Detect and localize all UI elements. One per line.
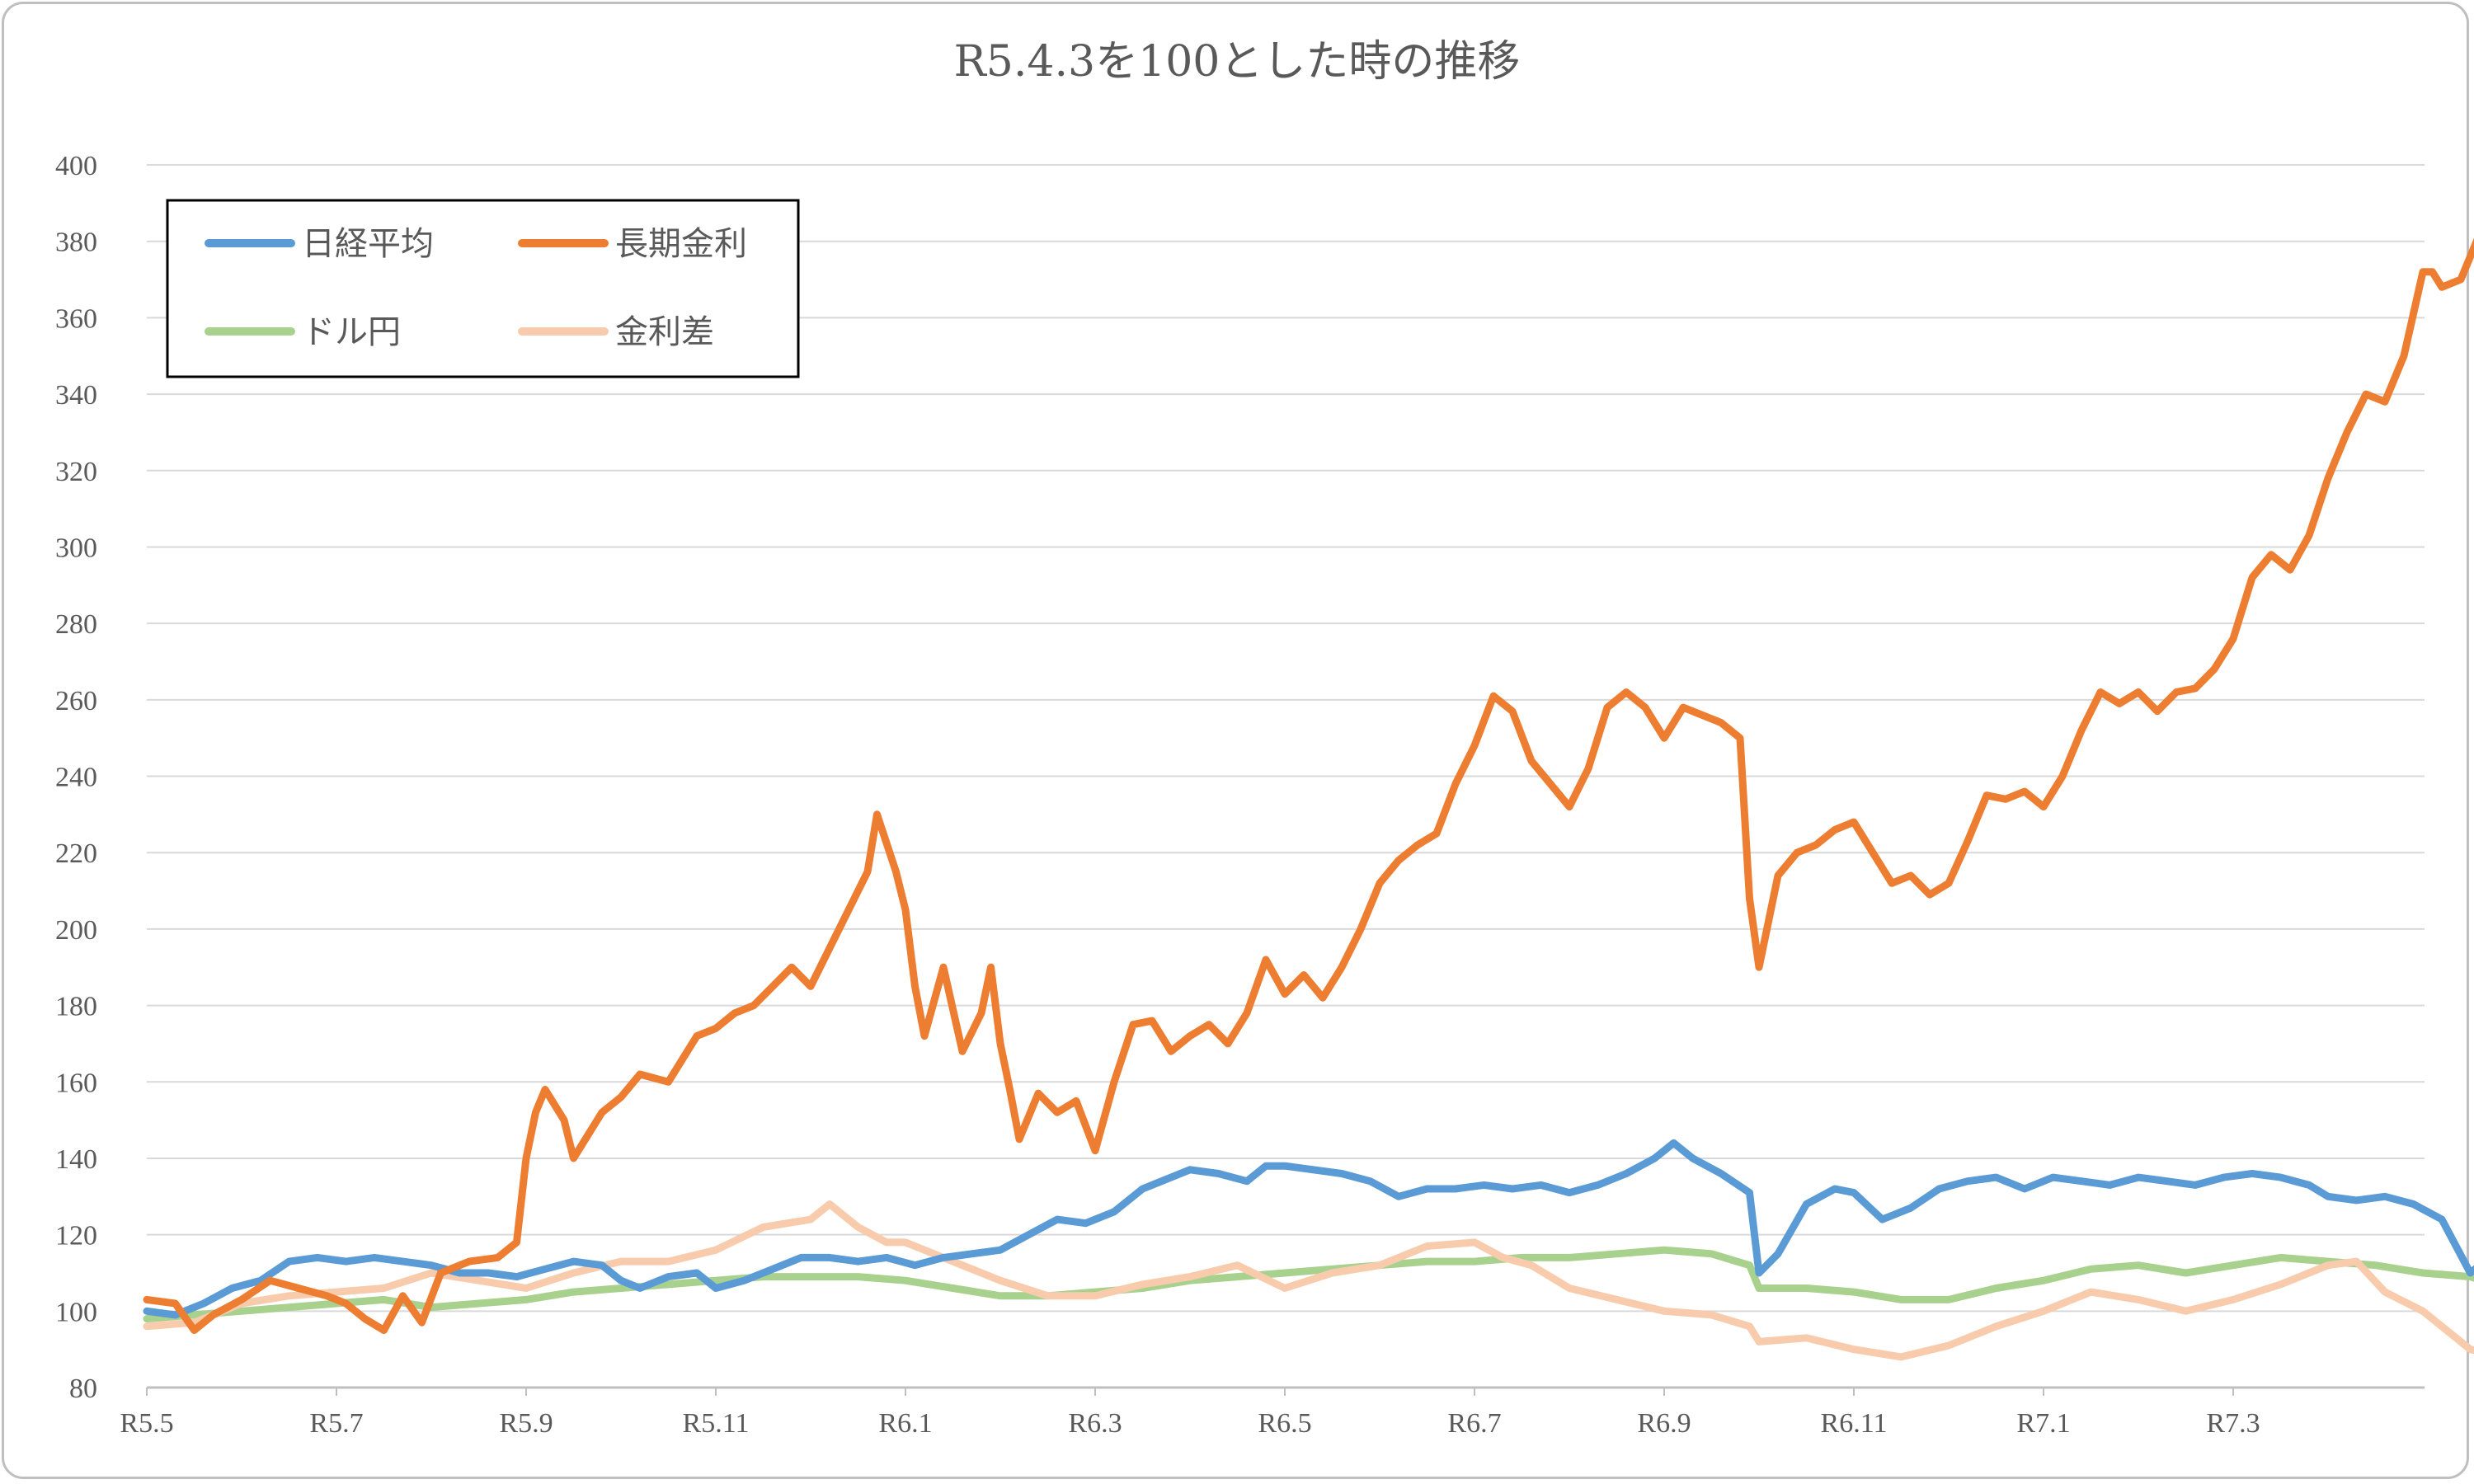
y-tick-label: 200 xyxy=(55,915,97,946)
y-tick-label: 360 xyxy=(55,303,97,334)
x-tick-label: R6.1 xyxy=(878,1408,932,1439)
legend-box xyxy=(166,199,800,378)
series-line-0 xyxy=(143,1139,2474,1319)
series-line-3 xyxy=(143,1200,2474,1361)
legend-label: 金利差 xyxy=(615,313,714,351)
y-tick-label: 160 xyxy=(55,1068,97,1098)
x-tick-label: R5.11 xyxy=(683,1408,750,1439)
y-tick-label: 220 xyxy=(55,838,97,869)
x-tick-label: R6.11 xyxy=(1821,1408,1888,1439)
chart-title: R5.4.3を100とした時の推移 xyxy=(954,37,1521,87)
y-tick-label: 120 xyxy=(55,1221,97,1252)
y-tick-label: 340 xyxy=(55,380,97,411)
y-tick-label: 280 xyxy=(55,609,97,640)
legend-label: ドル円 xyxy=(302,313,401,351)
y-tick-label: 100 xyxy=(55,1297,97,1327)
y-tick-label: 380 xyxy=(55,228,97,258)
y-tick-label: 240 xyxy=(55,763,97,793)
y-tick-label: 80 xyxy=(69,1374,97,1404)
series-line-1 xyxy=(143,237,2474,1334)
legend-label: 日経平均 xyxy=(302,225,434,263)
series-lines xyxy=(143,237,2474,1361)
x-tick-label: R6.5 xyxy=(1258,1408,1311,1439)
series-line-2 xyxy=(143,1246,2474,1323)
y-axis-ticks: 80 100 120 140 160 180 200 220 240 260 280 300 320 34… xyxy=(55,151,97,1404)
y-tick-label: 260 xyxy=(55,686,97,716)
x-tick-label: R6.7 xyxy=(1447,1408,1501,1439)
x-tick-label: R5.9 xyxy=(499,1408,553,1439)
y-tick-label: 320 xyxy=(55,457,97,487)
y-tick-label: 140 xyxy=(55,1144,97,1175)
x-tick-label: R6.9 xyxy=(1637,1408,1691,1439)
x-tick-label: R5.7 xyxy=(309,1408,363,1439)
x-tick-label: R5.5 xyxy=(120,1408,173,1439)
y-tick-label: 400 xyxy=(55,151,97,181)
y-tick-label: 300 xyxy=(55,533,97,563)
x-tick-label: R7.1 xyxy=(2016,1408,2070,1439)
x-axis: R5.5 R5.7 R5.9 R5.11 R6.1 R6.3 R6.5 R6.7 R6.9 R6.… xyxy=(120,1388,2260,1439)
x-tick-label: R7.3 xyxy=(2206,1408,2260,1439)
legend-label: 長期金利 xyxy=(615,225,747,263)
y-tick-label: 180 xyxy=(55,992,97,1022)
x-tick-label: R6.3 xyxy=(1068,1408,1122,1439)
